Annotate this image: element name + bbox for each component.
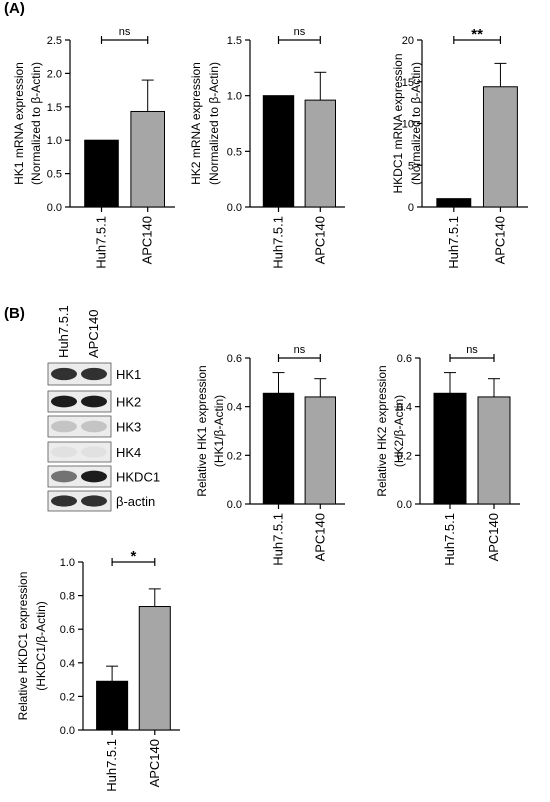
panel-label-b: (B) [4,305,25,322]
x-tick-label: APC140 [492,216,507,264]
y-axis-label-units: (Normalized to β-Actin) [409,62,423,185]
significance-label: ns [294,26,306,38]
bar [96,680,129,731]
y-tick-label: 0.4 [227,402,242,414]
y-tick-label: 5 [408,160,414,172]
bar [477,396,511,505]
significance-label: ** [471,26,483,43]
panel-label-a: (A) [4,0,25,17]
x-tick-label: Huh7.5.1 [94,216,109,269]
y-tick-label: 0.2 [397,450,412,462]
y-axis-label: HK2 mRNA expression [189,62,203,185]
y-axis-label-units: (HKDC1/β-Actin) [34,601,48,691]
bar [482,86,518,208]
x-tick-label: Huh7.5.1 [446,216,461,269]
y-tick-label: 0.2 [227,450,242,462]
y-tick-label: 0.6 [397,353,412,365]
significance-label: ns [119,26,131,38]
y-tick-label: 0 [408,202,414,214]
bar [436,198,472,208]
x-tick-label: APC140 [312,216,327,264]
x-tick-label: APC140 [486,513,501,561]
y-tick-label: 0.6 [227,353,242,365]
y-tick-label: 20 [402,35,414,47]
y-tick-label: 0.4 [60,658,75,670]
y-tick-label: 1.0 [60,557,75,569]
y-tick-label: 0.2 [60,691,75,703]
x-tick-label: Huh7.5.1 [271,216,286,269]
bar [130,110,165,208]
y-tick-label: 2.0 [47,68,62,80]
y-tick-label: 0.0 [47,202,62,214]
significance-label: * [131,548,137,565]
y-tick-label: 2.5 [47,35,62,47]
y-tick-label: 0.5 [227,146,242,158]
chart-2: 0.0 0.5 1.0 1.5 Huh7.5.1 APC140 ns HK2 mRNA exp… [189,26,345,269]
y-axis-label: Relative HK1 expression [195,365,209,496]
y-tick-label: 0.5 [47,169,62,181]
y-tick-label: 0.0 [227,202,242,214]
bar [84,139,119,208]
y-tick-label: 0.6 [60,624,75,636]
y-axis-label-units: (Normalized to β-Actin) [207,62,221,185]
x-tick-label: Huh7.5.1 [271,513,286,566]
y-axis-label: Relative HKDC1 expression [16,572,30,721]
x-tick-label: APC140 [140,216,155,264]
y-axis-label: HKDC1 mRNA expression [391,53,405,193]
chart-3: 0 5 10 15 20 Huh7.5.1 APC140 ** HKDC1 mRNA expre… [391,26,528,269]
bar [262,95,295,208]
y-tick-label: 10 [402,119,414,131]
bar [262,392,295,505]
y-axis-label: Relative HK2 expression [375,365,389,496]
bar [304,396,337,505]
bar [304,99,337,208]
chart-1: 0.0 0.5 1.0 1.5 2.0 2.5 Huh7.5.1 APC140 ns HK1 mR… [12,26,175,269]
y-axis-label-units: (Normalized to β-Actin) [29,62,43,185]
x-tick-label: APC140 [312,513,327,561]
y-tick-label: 0.0 [60,725,75,737]
significance-label: ns [294,344,306,356]
y-tick-label: 0.8 [60,591,75,603]
y-tick-label: 1.0 [227,91,242,103]
y-tick-label: 1.0 [47,135,62,147]
x-tick-label: Huh7.5.1 [104,739,119,792]
y-tick-label: 0.4 [397,402,412,414]
y-axis-label-units: (HK2/β-Actin) [392,395,406,467]
y-axis-label-units: (HK1/β-Actin) [212,395,226,467]
chart-5: 0.0 0.2 0.4 0.6 Huh7.5.1 APC140 ns Relative HK2… [375,344,520,566]
y-axis-label: HK1 mRNA expression [12,62,26,185]
x-tick-label: APC140 [147,739,162,787]
bar [433,392,467,505]
x-tick-label: Huh7.5.1 [442,513,457,566]
chart-4: 0.0 0.2 0.4 0.6 Huh7.5.1 APC140 ns Relative HK1… [195,344,345,566]
y-tick-label: 15 [402,77,414,89]
y-tick-label: 0.0 [397,499,412,511]
significance-label: ns [466,344,478,356]
bar [138,606,171,731]
y-tick-label: 1.5 [227,35,242,47]
y-tick-label: 0.0 [227,499,242,511]
chart-6: 0.0 0.2 0.4 0.6 0.8 1.0 Huh7.5.1 APC140 * Relativ… [16,548,180,792]
y-tick-label: 1.5 [47,102,62,114]
